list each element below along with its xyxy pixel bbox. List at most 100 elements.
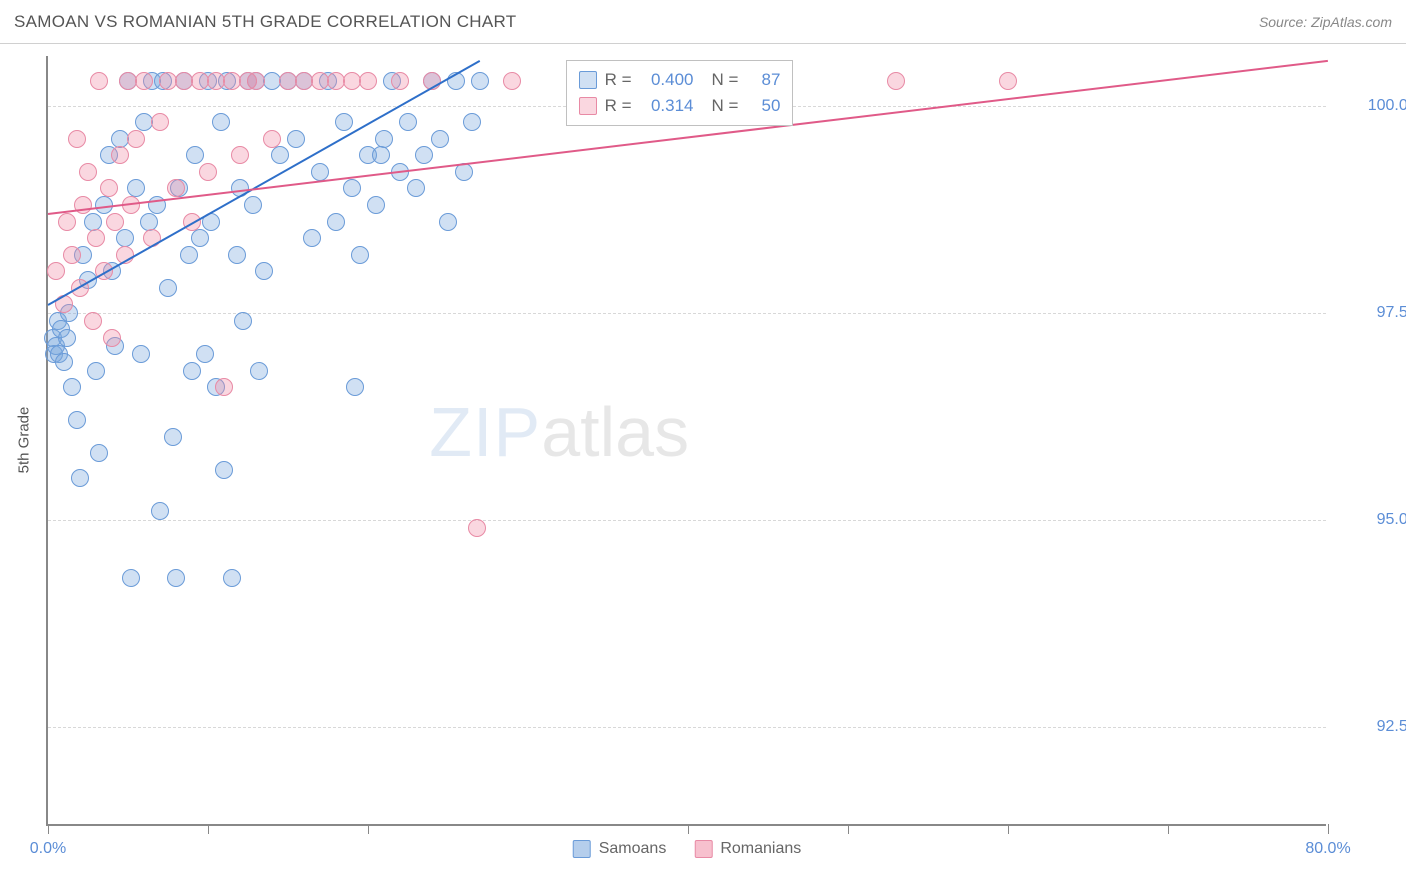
- scatter-point: [244, 196, 262, 214]
- x-tick: [48, 824, 49, 834]
- scatter-point: [199, 163, 217, 181]
- correlation-stats-box: R =0.400N =87R =0.314N =50: [566, 60, 794, 126]
- gridline-h: [48, 727, 1326, 728]
- scatter-point: [106, 213, 124, 231]
- scatter-point: [47, 262, 65, 280]
- scatter-point: [263, 130, 281, 148]
- legend-swatch: [694, 840, 712, 858]
- x-tick: [368, 824, 369, 834]
- watermark-zip: ZIP: [429, 393, 541, 471]
- scatter-point: [116, 229, 134, 247]
- scatter-point: [127, 179, 145, 197]
- scatter-point: [471, 72, 489, 90]
- scatter-point: [122, 569, 140, 587]
- scatter-point: [132, 345, 150, 363]
- x-tick: [848, 824, 849, 834]
- scatter-point: [463, 113, 481, 131]
- scatter-point: [234, 312, 252, 330]
- scatter-point: [63, 246, 81, 264]
- scatter-point: [140, 213, 158, 231]
- gridline-h: [48, 520, 1326, 521]
- scatter-point: [250, 362, 268, 380]
- scatter-point: [212, 113, 230, 131]
- scatter-point: [215, 378, 233, 396]
- x-tick: [1168, 824, 1169, 834]
- scatter-point: [135, 72, 153, 90]
- scatter-point: [359, 72, 377, 90]
- scatter-point: [346, 378, 364, 396]
- x-tick-label: 0.0%: [30, 840, 66, 858]
- chart-header: SAMOAN VS ROMANIAN 5TH GRADE CORRELATION…: [0, 0, 1406, 44]
- scatter-point: [375, 130, 393, 148]
- scatter-point: [391, 72, 409, 90]
- scatter-point: [71, 469, 89, 487]
- scatter-point: [68, 130, 86, 148]
- scatter-point: [63, 378, 81, 396]
- scatter-point: [468, 519, 486, 537]
- scatter-point: [415, 146, 433, 164]
- scatter-point: [159, 279, 177, 297]
- y-tick-label: 92.5%: [1336, 718, 1406, 736]
- chart-title: SAMOAN VS ROMANIAN 5TH GRADE CORRELATION…: [14, 12, 516, 32]
- x-tick: [1008, 824, 1009, 834]
- scatter-point: [196, 345, 214, 363]
- scatter-point: [84, 312, 102, 330]
- legend: Samoans Romanians: [573, 840, 802, 858]
- scatter-point: [303, 229, 321, 247]
- series-swatch: [579, 71, 597, 89]
- x-tick-label: 80.0%: [1305, 840, 1350, 858]
- scatter-point: [58, 329, 76, 347]
- watermark-atlas: atlas: [541, 393, 689, 471]
- r-value: 0.400: [640, 70, 694, 90]
- scatter-point: [271, 146, 289, 164]
- scatter-point: [167, 179, 185, 197]
- n-label: N =: [712, 96, 739, 116]
- x-tick: [688, 824, 689, 834]
- scatter-point: [100, 179, 118, 197]
- scatter-point: [399, 113, 417, 131]
- scatter-point: [103, 329, 121, 347]
- scatter-point: [372, 146, 390, 164]
- n-value: 50: [746, 96, 780, 116]
- stats-row: R = 0.314 N = 50: [579, 93, 781, 119]
- x-tick: [1328, 824, 1329, 834]
- n-label: N =: [712, 70, 739, 90]
- r-value: 0.314: [640, 96, 694, 116]
- scatter-point: [335, 113, 353, 131]
- stats-row: R =0.400N =87: [579, 67, 781, 93]
- scatter-point: [407, 179, 425, 197]
- y-tick-label: 100.0%: [1336, 97, 1406, 115]
- legend-label: Samoans: [599, 840, 667, 858]
- scatter-point: [90, 72, 108, 90]
- scatter-point: [255, 262, 273, 280]
- series-swatch: [579, 97, 597, 115]
- scatter-point: [327, 213, 345, 231]
- watermark: ZIPatlas: [429, 392, 689, 472]
- scatter-point: [87, 229, 105, 247]
- legend-label: Romanians: [720, 840, 801, 858]
- scatter-point: [223, 569, 241, 587]
- scatter-point: [87, 362, 105, 380]
- scatter-point: [180, 246, 198, 264]
- scatter-point: [351, 246, 369, 264]
- scatter-point: [58, 213, 76, 231]
- r-label: R =: [605, 96, 632, 116]
- scatter-point: [68, 411, 86, 429]
- scatter-point: [999, 72, 1017, 90]
- y-axis-label: 5th Grade: [16, 407, 33, 474]
- scatter-point: [247, 72, 265, 90]
- scatter-point: [215, 461, 233, 479]
- y-tick-label: 95.0%: [1336, 511, 1406, 529]
- y-tick-label: 97.5%: [1336, 304, 1406, 322]
- scatter-point: [151, 502, 169, 520]
- scatter-point: [343, 179, 361, 197]
- scatter-point: [55, 353, 73, 371]
- scatter-point: [431, 130, 449, 148]
- r-label: R =: [605, 70, 632, 90]
- scatter-point: [151, 113, 169, 131]
- scatter-point: [367, 196, 385, 214]
- chart-source: Source: ZipAtlas.com: [1259, 14, 1392, 30]
- scatter-point: [887, 72, 905, 90]
- scatter-point: [111, 146, 129, 164]
- scatter-point: [84, 213, 102, 231]
